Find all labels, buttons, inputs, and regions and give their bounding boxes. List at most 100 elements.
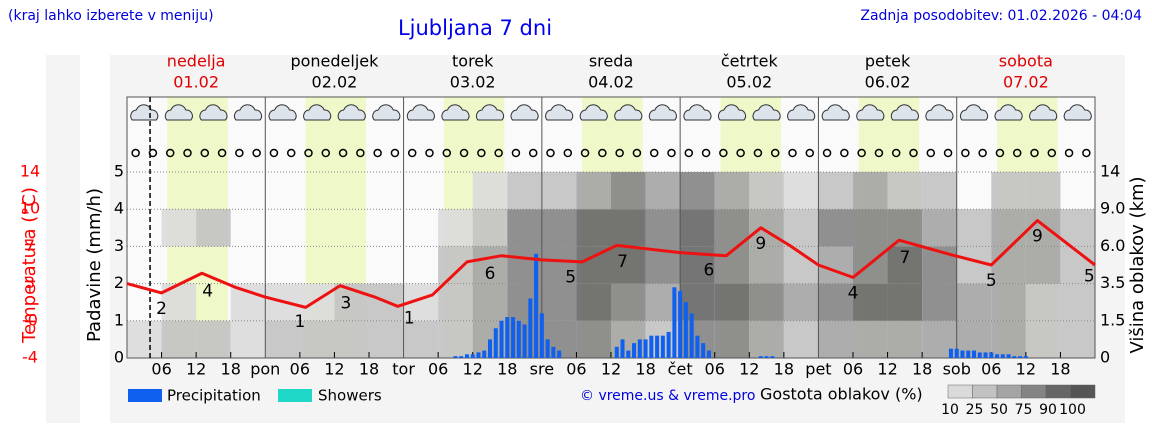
cloud-cell <box>922 172 957 210</box>
day-name: nedelja <box>167 52 226 71</box>
cloud-cell <box>853 320 888 358</box>
precip-bar <box>706 350 711 358</box>
cloud-cell <box>472 283 508 321</box>
precip-bar <box>539 313 544 358</box>
temp-label: 7 <box>899 248 910 268</box>
wind-marker <box>200 148 210 158</box>
precip-bar <box>551 346 556 358</box>
cloud-cell <box>334 320 369 358</box>
precip-bar <box>511 317 516 358</box>
cloud-legend-label: 50 <box>990 402 1008 418</box>
temp-label: 3 <box>341 294 352 314</box>
wind-marker <box>788 148 797 158</box>
precip-bar <box>493 328 498 358</box>
weather-icon <box>717 104 746 121</box>
precip-bar <box>626 350 631 358</box>
temp-label: 7 <box>617 252 628 272</box>
day-name: torek <box>452 52 494 71</box>
temp-tick-label: 3 <box>25 273 35 292</box>
x-tick-label: 12 <box>601 360 621 379</box>
wind-marker <box>615 148 624 158</box>
wind-marker <box>477 148 486 158</box>
cloud-cell <box>507 209 542 247</box>
credit: © vreme.us & vreme.pro <box>580 388 755 404</box>
y-tick-label: 0 <box>114 348 124 367</box>
wind-marker <box>407 148 417 158</box>
wind-marker <box>286 148 296 158</box>
cloud-cell <box>818 320 853 358</box>
x-tick-label: 12 <box>877 360 897 379</box>
cloud-cell <box>541 172 577 210</box>
wind-marker <box>252 148 261 158</box>
cloud-legend-swatch <box>996 384 1022 399</box>
cloud-cell <box>714 172 750 210</box>
weather-icon <box>994 104 1023 121</box>
cloud-cell <box>472 209 508 247</box>
wind-marker <box>632 148 642 158</box>
temp-tick-label: 7 <box>25 236 35 255</box>
weather-icon <box>579 104 608 121</box>
wind-marker <box>1030 148 1039 158</box>
x-tick-label: 18 <box>221 360 241 379</box>
weather-icon <box>614 104 643 121</box>
precip-bar <box>459 356 464 358</box>
weather-icon <box>787 104 816 121</box>
cloud-cell <box>818 246 853 284</box>
x-tick-label: 06 <box>290 360 310 379</box>
wind-marker <box>805 148 815 158</box>
temp-label: 9 <box>755 234 766 254</box>
cloud-cell <box>783 209 819 247</box>
weather-icon <box>510 104 539 121</box>
cloud-cell <box>922 283 957 321</box>
wind-marker <box>563 148 573 158</box>
weather-icon <box>372 104 401 121</box>
cloud-legend-label: 90 <box>1039 402 1057 418</box>
precip-bar <box>476 352 481 358</box>
wind-marker <box>390 148 400 158</box>
cloud-cell <box>783 283 819 321</box>
day-date: 04.02 <box>588 73 634 92</box>
temp-label: 4 <box>848 283 859 303</box>
left-panel <box>46 55 80 423</box>
cloud-cell <box>749 172 784 210</box>
precip-bar <box>464 354 469 358</box>
x-tick-label: 06 <box>981 360 1001 379</box>
weather-icon <box>1063 104 1092 121</box>
cloud-cell <box>818 172 853 210</box>
updated: Zadnja posodobitev: 01.02.2026 - 04:04 <box>860 8 1142 24</box>
temp-label: 2 <box>156 299 167 319</box>
y2-axis-title: Višina oblakov (km) <box>1127 176 1148 353</box>
precip-bar <box>960 350 965 358</box>
weather-icon <box>1029 104 1058 121</box>
precip-bar <box>632 343 637 358</box>
temp-label: 5 <box>986 271 997 291</box>
wind-marker <box>356 148 365 158</box>
cloud-cell <box>956 209 992 247</box>
day-name: sobota <box>999 52 1053 71</box>
wind-marker <box>580 148 590 158</box>
precip-bar <box>528 298 533 358</box>
temp-label: 1 <box>294 312 305 332</box>
cloud-legend-label: 75 <box>1015 402 1033 418</box>
cloud-cell <box>818 209 853 247</box>
weather-icon <box>890 104 919 121</box>
cloud-cell <box>230 320 266 358</box>
weather-icon <box>406 104 435 121</box>
wind-marker <box>1064 148 1074 158</box>
wind-marker <box>217 148 227 158</box>
cloud-cell <box>576 246 611 284</box>
weather-icon <box>233 104 262 121</box>
x-tick-label: tor <box>392 360 415 379</box>
x-tick-label: sob <box>943 360 971 379</box>
wind-marker <box>701 148 711 158</box>
cloud-cell <box>438 283 473 321</box>
x-tick-label: 12 <box>739 360 759 379</box>
cloud-legend-swatch <box>1021 384 1047 399</box>
cloud-cell <box>541 246 577 284</box>
weather-icon <box>925 104 954 121</box>
legend-swatch <box>128 389 162 402</box>
cloud-cell <box>611 283 646 321</box>
day-name: petek <box>865 52 911 71</box>
temp-label: 9 <box>1032 227 1043 247</box>
x-tick-label: 06 <box>151 360 171 379</box>
